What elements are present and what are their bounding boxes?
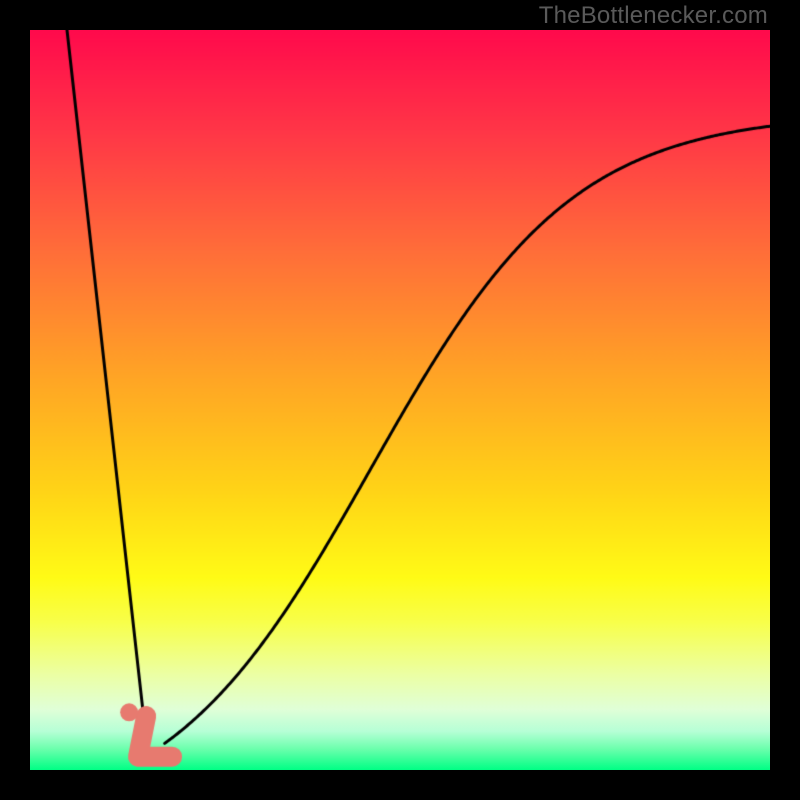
plot-frame-left — [0, 0, 30, 800]
plot-frame-right — [770, 0, 800, 800]
heatmap-gradient-background — [30, 30, 770, 770]
watermark-text: TheBottlenecker.com — [539, 2, 768, 30]
plot-frame-bottom — [0, 770, 800, 800]
